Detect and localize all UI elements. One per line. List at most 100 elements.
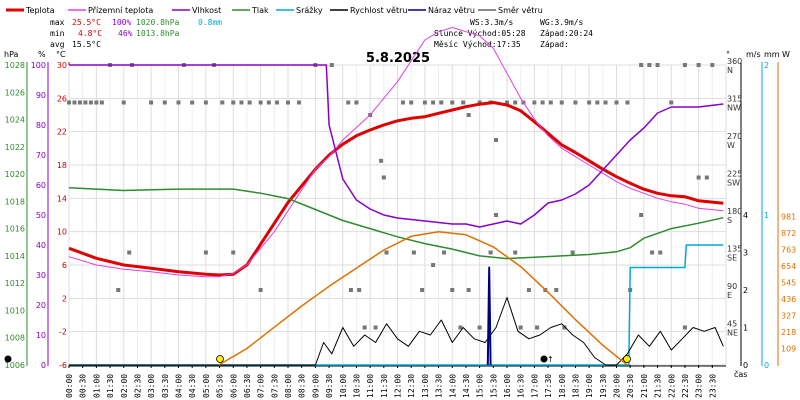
wind-direction-point — [203, 250, 208, 255]
x-tick-label: 10:00 — [339, 374, 348, 398]
temperature-tick-label: 6 — [62, 261, 67, 270]
wind-direction-point — [603, 100, 608, 105]
stats-min-temp: 4.8°C — [78, 29, 102, 38]
x-tick-label: 15:30 — [489, 374, 498, 398]
axis-unit-humidity: % — [38, 50, 46, 59]
x-tick-label: 11:00 — [366, 374, 375, 398]
temperature-tick-label: 22 — [57, 128, 67, 137]
wind-direction-point — [513, 100, 518, 105]
pressure-tick-label: 1012 — [5, 279, 25, 288]
wind-direction-point — [518, 325, 523, 330]
pressure-tick-label: 1018 — [5, 197, 25, 206]
wind-direction-point — [116, 288, 121, 292]
wind-direction-point — [231, 100, 236, 105]
stats-max-press: 1020.8hPa — [136, 18, 180, 27]
x-tick-label: 09:30 — [325, 374, 334, 398]
pressure-tick-label: 1016 — [5, 225, 25, 234]
wind-direction-point — [535, 325, 540, 330]
x-tick-label: 16:30 — [517, 374, 526, 398]
wind-tick-label: 1 — [743, 324, 748, 333]
radiation-tick-label: 109 — [781, 345, 796, 354]
x-tick-label: 12:30 — [407, 374, 416, 398]
x-tick-label: 20:30 — [626, 374, 635, 398]
wind-direction-point — [540, 100, 545, 105]
series-lines — [68, 27, 724, 366]
wind-direction-point — [625, 100, 630, 105]
axis-unit-temperature: °C — [56, 50, 66, 59]
wind-direction-point — [275, 100, 280, 105]
wind-direction-point — [83, 100, 88, 105]
direction-tick-deg: 135 — [727, 245, 742, 254]
humidity-tick-label: 60 — [36, 181, 46, 190]
pressure-tick-label: 1020 — [5, 170, 25, 179]
x-tick-label: 21:00 — [640, 374, 649, 398]
wind-direction-point — [614, 100, 619, 105]
wind-direction-point — [466, 113, 471, 117]
humidity-tick-label: 90 — [36, 91, 46, 100]
x-tick-label: 01:00 — [92, 374, 101, 398]
radiation-tick-label: 218 — [781, 328, 796, 337]
wind-direction-point — [562, 325, 567, 330]
wind-direction-point — [127, 250, 132, 255]
humidity-tick-label: 20 — [36, 301, 46, 310]
wind-direction-point — [548, 100, 553, 105]
series-line-sr-ky — [69, 244, 724, 366]
wind-direction-point — [647, 63, 652, 67]
info-sun: Slunce Východ:05:28 — [434, 29, 526, 38]
wind-direction-point — [67, 100, 71, 105]
temperature-tick-label: -2 — [59, 328, 67, 337]
wind-direction-point — [477, 325, 482, 330]
wind-direction-point — [559, 100, 564, 105]
x-tick-label: 13:00 — [421, 374, 430, 398]
stats-min-hum: 46% — [118, 29, 133, 38]
wind-direction-point — [239, 100, 244, 105]
series-line-p-zemn-teplota — [68, 27, 724, 278]
info-wg: WG:3.9m/s — [540, 18, 584, 27]
wind-direction-point — [379, 158, 384, 163]
legend-label-rychlost: Rychlost větru — [350, 6, 407, 15]
x-tick-label: 04:00 — [175, 374, 184, 398]
humidity-tick-label: 70 — [36, 151, 46, 160]
stats-block: max 25.5°C 100% 1020.8hPa 0.8mm min 4.8°… — [50, 18, 222, 49]
x-tick-label: 00:30 — [79, 374, 88, 398]
x-tick-label: 11:30 — [380, 374, 389, 398]
series-line-rychlost-v-tru — [69, 297, 724, 366]
wind-direction-point — [696, 175, 701, 180]
temperature-tick-label: 18 — [57, 161, 67, 170]
direction-tick-dir: NE — [727, 329, 738, 338]
x-tick-label: 09:00 — [311, 374, 320, 398]
radiation-tick-label: 327 — [781, 312, 796, 321]
wind-direction-point — [296, 100, 301, 105]
humidity-tick-label: 10 — [36, 331, 46, 340]
chart-title: 5.8.2025 — [366, 51, 430, 66]
rain-tick-label: 1 — [764, 211, 769, 220]
x-tick-label: 17:30 — [544, 374, 553, 398]
x-tick-label: 15:00 — [476, 374, 485, 398]
direction-tick-deg: 225 — [727, 170, 742, 179]
info-sunset: Západ:20:24 — [540, 29, 593, 38]
legend: Teplota Přízemní teplota Vlhkost Tlak Sr… — [6, 6, 543, 15]
x-tick-label: 12:00 — [394, 374, 403, 398]
wind-direction-point — [704, 175, 709, 180]
axis-ticks: 00:00 00:30 01:00 01:30 02:00 02:30 03:00 03:30… — [5, 57, 797, 398]
x-tick-label: 03:30 — [161, 374, 170, 398]
direction-tick-deg: 90 — [727, 282, 737, 291]
wind-direction-point — [442, 250, 447, 255]
wind-direction-point — [422, 100, 427, 105]
wind-direction-point — [696, 63, 701, 67]
x-tick-label: 04:30 — [188, 374, 197, 398]
info-ws: WS:3.3m/s — [470, 18, 514, 27]
wind-direction-point — [639, 63, 644, 67]
legend-label-prizemni: Přízemní teplota — [88, 6, 153, 15]
direction-tick-deg: 45 — [727, 320, 737, 329]
radiation-tick-label: 436 — [781, 295, 796, 304]
series-line-slune-n-z-en- — [218, 231, 628, 366]
direction-tick-deg: 360 — [727, 57, 742, 66]
wind-direction-point — [203, 100, 208, 105]
wind-direction-point — [458, 325, 463, 330]
x-tick-label: 23:00 — [695, 374, 704, 398]
sunset-marker — [623, 355, 631, 363]
wind-direction-point — [658, 250, 663, 255]
wind-direction-point — [99, 100, 104, 105]
axis-unit-radiation: W — [782, 50, 790, 59]
